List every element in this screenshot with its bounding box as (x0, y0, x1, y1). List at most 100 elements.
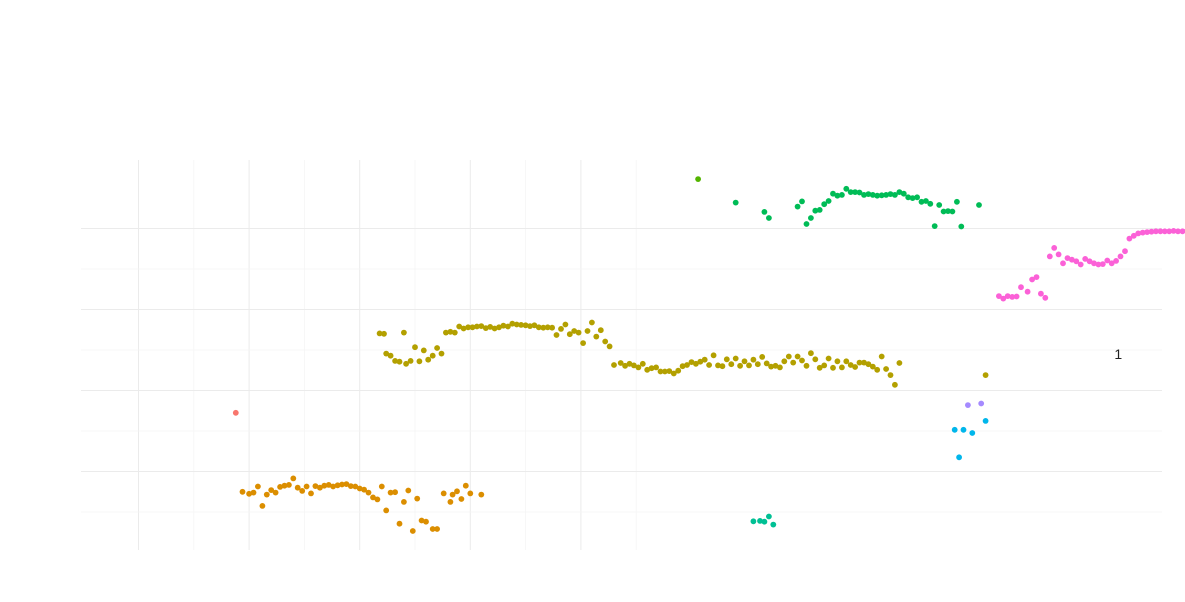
data-point (535, 324, 542, 331)
data-point (1029, 276, 1035, 283)
data-point (496, 324, 502, 331)
data-point (487, 324, 494, 330)
data-point (396, 520, 403, 527)
data-point (653, 364, 659, 371)
data-point (416, 358, 423, 365)
data-point (675, 367, 682, 374)
data-point (900, 190, 907, 197)
data-point (1095, 261, 1102, 268)
data-point (648, 365, 655, 372)
data-point (896, 360, 903, 366)
annotations: 1 (1114, 346, 1122, 362)
data-point (799, 198, 805, 205)
data-point (635, 364, 642, 371)
data-point (1130, 232, 1137, 239)
data-point (396, 358, 403, 365)
data-point (1175, 228, 1181, 235)
data-point (500, 322, 507, 329)
data-point (914, 194, 920, 201)
data-point (878, 192, 885, 199)
data-point (852, 189, 858, 196)
data-point (303, 483, 310, 490)
data-point (589, 319, 595, 326)
data-point (575, 329, 582, 336)
data-point (294, 484, 301, 491)
data-point (505, 323, 511, 330)
data-point (1086, 258, 1093, 265)
data-point (945, 208, 951, 215)
data-point (544, 324, 551, 331)
data-point (1104, 257, 1111, 264)
data-point (693, 360, 699, 367)
data-point (1139, 229, 1146, 236)
data-point (982, 372, 989, 378)
data-point (474, 323, 480, 330)
data-point (409, 528, 416, 534)
data-point (447, 499, 454, 505)
data-point (1122, 248, 1128, 255)
data-point (830, 364, 836, 371)
data-point (878, 353, 885, 360)
data-point (766, 215, 772, 221)
data-point (1144, 229, 1150, 236)
data-point (808, 215, 814, 221)
data-point (695, 176, 701, 183)
data-point (940, 208, 947, 215)
data-point (684, 362, 690, 368)
data-point (869, 363, 876, 370)
data-point (662, 368, 668, 375)
data-point (843, 358, 850, 365)
data-point (1013, 293, 1020, 300)
data-point (401, 499, 407, 505)
data-point (761, 209, 768, 215)
data-point (821, 201, 828, 208)
data-point (909, 195, 916, 202)
data-point (1091, 260, 1097, 267)
data-point (414, 495, 421, 502)
data-point (865, 361, 872, 368)
data-point (1009, 294, 1016, 300)
data-point (728, 361, 735, 368)
data-point (865, 191, 872, 198)
data-point (478, 323, 485, 329)
data-point (794, 203, 801, 210)
data-point (1113, 258, 1119, 264)
data-point (602, 338, 609, 345)
data-point (750, 518, 757, 525)
data-point (874, 366, 881, 373)
data-point (657, 368, 664, 375)
data-point (239, 488, 246, 495)
data-point (883, 366, 889, 372)
data-point (1051, 245, 1058, 251)
data-point (317, 484, 323, 491)
data-point (821, 362, 828, 369)
data-point (425, 356, 432, 363)
data-point (246, 490, 253, 497)
data-point (732, 355, 739, 362)
data-point (330, 483, 336, 490)
data-point (376, 330, 383, 337)
data-point (465, 324, 471, 331)
data-point (954, 198, 960, 205)
data-point (1099, 261, 1106, 267)
data-point (825, 355, 832, 362)
data-point (679, 363, 686, 370)
data-point (268, 487, 275, 493)
data-point (1055, 251, 1062, 258)
data-point (781, 358, 788, 365)
data-point (312, 483, 319, 489)
data-point (407, 358, 414, 364)
data-point (334, 482, 341, 489)
data-point (387, 489, 394, 496)
data-point (558, 326, 564, 332)
data-point (378, 483, 385, 490)
data-point (440, 490, 447, 497)
data-point (956, 454, 962, 461)
data-point (843, 185, 850, 192)
data-point (447, 328, 454, 335)
data-point (887, 372, 894, 378)
data-point (1038, 290, 1044, 297)
data-point (754, 361, 761, 368)
data-point (631, 362, 637, 369)
data-point (847, 362, 854, 368)
